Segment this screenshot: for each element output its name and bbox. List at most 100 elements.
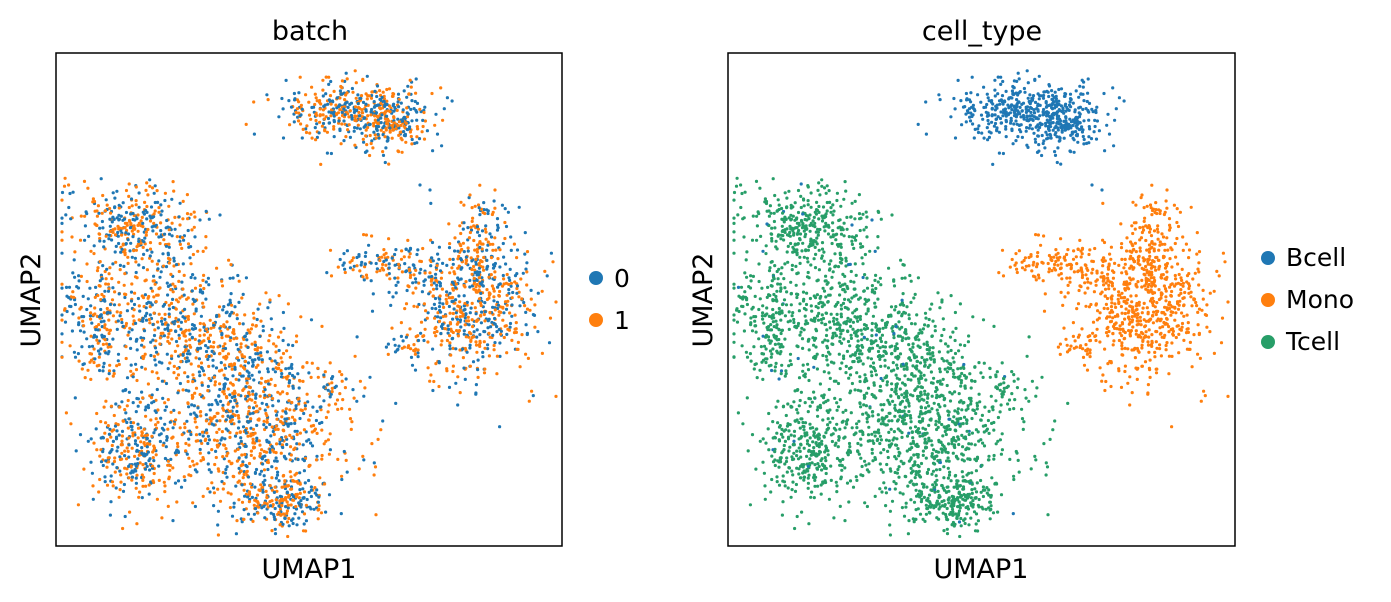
point [1187, 248, 1192, 252]
point [366, 114, 370, 118]
point [382, 99, 386, 103]
point [435, 283, 439, 287]
point [529, 288, 533, 292]
point [1122, 99, 1126, 103]
point [155, 262, 159, 266]
point [96, 293, 100, 298]
point [402, 116, 406, 120]
point [88, 286, 92, 290]
point [255, 436, 259, 440]
point [408, 78, 412, 82]
point [233, 413, 237, 417]
point [286, 302, 290, 306]
point [157, 210, 161, 214]
point [993, 94, 997, 98]
point [139, 224, 143, 228]
point [127, 464, 131, 468]
point [1170, 425, 1174, 429]
point [151, 464, 155, 468]
point [1074, 124, 1078, 128]
point [251, 311, 256, 315]
point [387, 104, 391, 108]
point [342, 252, 346, 256]
point [334, 103, 338, 107]
point [204, 413, 208, 417]
point [1031, 94, 1036, 98]
point [1074, 133, 1078, 137]
point [274, 451, 278, 455]
point [179, 311, 183, 315]
legend-label-1: 1 [614, 306, 630, 335]
point [284, 407, 288, 411]
point [210, 403, 214, 407]
point [1019, 123, 1023, 127]
point [1173, 241, 1177, 246]
point [1068, 276, 1072, 280]
point [1049, 125, 1053, 129]
point [1134, 250, 1138, 254]
point [124, 242, 128, 246]
point [98, 226, 102, 230]
point [1181, 235, 1185, 239]
point [232, 362, 237, 366]
point [510, 314, 514, 318]
point [209, 345, 213, 349]
point [315, 431, 319, 435]
point [496, 285, 500, 289]
point [215, 430, 219, 434]
point [282, 429, 286, 433]
point [354, 81, 358, 85]
point [1073, 108, 1077, 112]
point [256, 307, 260, 311]
point [501, 241, 505, 246]
point [1133, 241, 1137, 245]
point [343, 113, 347, 117]
point [134, 481, 138, 485]
point [363, 262, 367, 266]
point [348, 109, 352, 113]
point [1030, 117, 1034, 121]
point [260, 448, 264, 452]
point [97, 355, 101, 359]
point [402, 130, 406, 134]
point [302, 411, 306, 416]
point [127, 390, 131, 394]
point [536, 330, 540, 334]
point [522, 300, 526, 305]
point [462, 366, 466, 370]
point [508, 325, 512, 329]
point [425, 129, 429, 133]
point [339, 92, 343, 96]
point [269, 377, 273, 381]
point [1140, 343, 1144, 347]
point [416, 351, 420, 355]
point [95, 269, 100, 273]
point [256, 352, 260, 356]
point [1064, 127, 1068, 132]
point [495, 354, 499, 358]
point [377, 125, 381, 129]
point [536, 291, 540, 295]
point [339, 142, 343, 146]
point [482, 329, 486, 334]
point [148, 219, 153, 223]
point [319, 511, 324, 515]
point [204, 349, 209, 354]
point [387, 290, 391, 294]
point [1090, 107, 1094, 111]
point [226, 303, 230, 307]
point [95, 338, 99, 342]
point [183, 329, 187, 333]
point [409, 134, 413, 139]
point [314, 418, 318, 423]
point [343, 270, 347, 275]
point [1106, 272, 1110, 276]
point [336, 457, 340, 461]
point [293, 429, 297, 433]
point [1195, 231, 1199, 235]
point [1034, 125, 1038, 129]
point [318, 120, 322, 124]
point [525, 283, 529, 287]
point [489, 273, 493, 277]
point [1041, 113, 1045, 117]
